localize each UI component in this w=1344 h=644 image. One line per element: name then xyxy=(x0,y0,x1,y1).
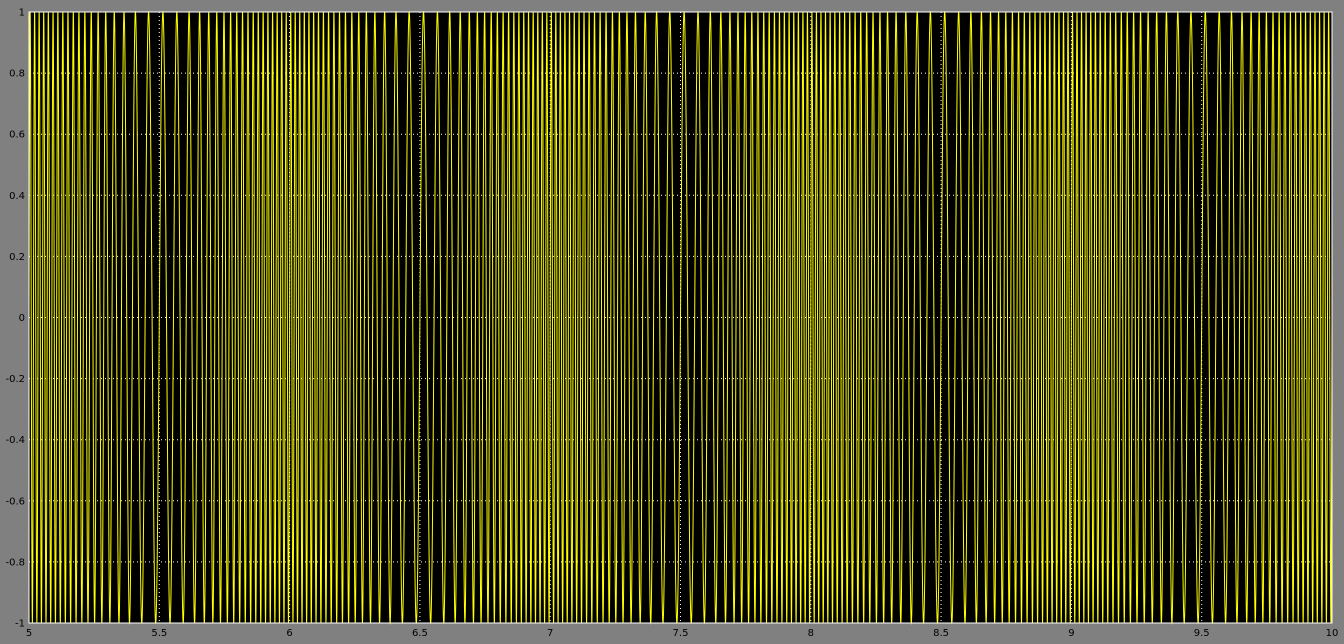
x-tick-label: 9 xyxy=(1068,628,1074,639)
y-tick-label: -1 xyxy=(15,619,25,630)
y-axis-ticks: 1 0.8 0.6 0.4 0.2 0 -0.2 -0.4 -0.6 -0.8 -1 xyxy=(5,8,25,630)
x-tick-label: 9.5 xyxy=(1194,628,1210,639)
x-tick-label: 8.5 xyxy=(933,628,949,639)
x-tick-label: 7.5 xyxy=(673,628,689,639)
x-tick-label: 6.5 xyxy=(412,628,428,639)
y-tick-label: 0.2 xyxy=(9,252,25,263)
y-tick-label: -0.4 xyxy=(5,435,25,446)
y-tick-label: 1 xyxy=(19,8,25,19)
x-tick-label: 7 xyxy=(547,628,553,639)
y-tick-label: -0.8 xyxy=(5,557,25,568)
signal-trace xyxy=(28,10,1333,625)
y-tick-label: -0.2 xyxy=(5,374,25,385)
y-tick-label: -0.6 xyxy=(5,496,25,507)
x-tick-label: 5 xyxy=(26,628,32,639)
x-axis-ticks: 5 5.5 6 6.5 7 7.5 8 8.5 9 9.5 10 xyxy=(26,628,1339,639)
x-tick-label: 5.5 xyxy=(151,628,167,639)
y-tick-label: 0.8 xyxy=(9,69,25,80)
x-tick-label: 10 xyxy=(1326,628,1339,639)
plot-frame xyxy=(28,11,1333,624)
y-tick-label: 0.4 xyxy=(9,191,25,202)
x-tick-label: 6 xyxy=(286,628,292,639)
x-tick-label: 8 xyxy=(808,628,814,639)
y-tick-label: 0.6 xyxy=(9,130,25,141)
y-tick-label: 0 xyxy=(19,313,25,324)
